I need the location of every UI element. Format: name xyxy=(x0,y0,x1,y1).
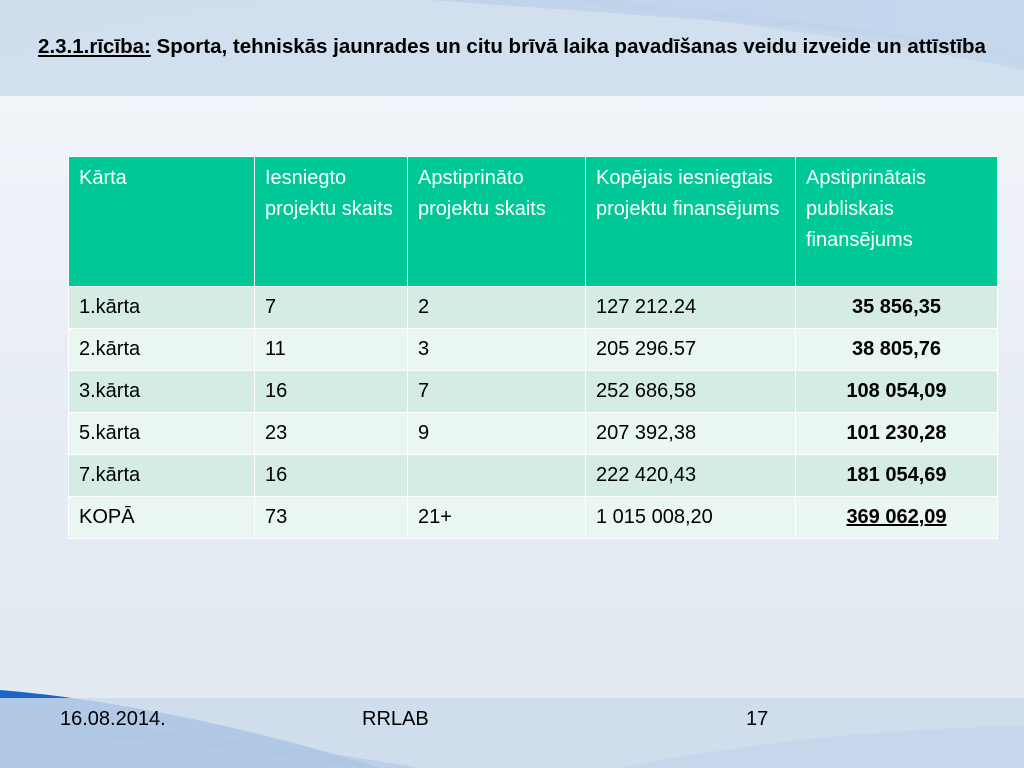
cell-total-requested: 1 015 008,20 xyxy=(585,496,796,539)
cell-approved-public: 35 856,35 xyxy=(795,286,998,329)
cell-approved-public: 101 230,28 xyxy=(795,412,998,455)
cell-total-requested: 127 212.24 xyxy=(585,286,796,329)
cell-approved: 9 xyxy=(407,412,586,455)
cell-karta: 7.kārta xyxy=(68,454,255,497)
funding-table: Kārta Iesniegto projektu skaits Apstipri… xyxy=(68,156,998,539)
table-row: 1.kārta 7 2 127 212.24 35 856,35 xyxy=(68,286,998,329)
cell-total-requested: 205 296.57 xyxy=(585,328,796,371)
cell-karta: 1.kārta xyxy=(68,286,255,329)
cell-karta: 2.kārta xyxy=(68,328,255,371)
cell-total-requested: 207 392,38 xyxy=(585,412,796,455)
table-row: 3.kārta 16 7 252 686,58 108 054,09 xyxy=(68,370,998,413)
title-text: Sporta, tehniskās jaunrades un citu brīv… xyxy=(150,35,986,58)
slide-title: 2.3.1.rīcība: Sporta, tehniskās jaunrade… xyxy=(20,33,1004,61)
footer-date: 16.08.2014. xyxy=(60,708,166,730)
cell-approved-public: 181 054,69 xyxy=(795,454,998,497)
cell-approved: 2 xyxy=(407,286,586,329)
table-row: 2.kārta 11 3 205 296.57 38 805,76 xyxy=(68,328,998,371)
cell-submitted: 16 xyxy=(254,370,408,413)
title-band xyxy=(0,0,1024,96)
cell-approved: 21+ xyxy=(407,496,586,539)
cell-karta: 3.kārta xyxy=(68,370,255,413)
funding-table-container: Kārta Iesniegto projektu skaits Apstipri… xyxy=(68,156,998,539)
header-approved-public: Apstiprinātais publiskais finansējums xyxy=(795,156,998,287)
cell-approved: 7 xyxy=(407,370,586,413)
cell-approved: 3 xyxy=(407,328,586,371)
header-submitted-count: Iesniegto projektu skaits xyxy=(254,156,408,287)
footer-band xyxy=(0,698,1024,768)
footer-page-number: 17 xyxy=(746,708,769,730)
table-row: 5.kārta 23 9 207 392,38 101 230,28 xyxy=(68,412,998,455)
total-value: 369 062,09 xyxy=(846,506,947,528)
cell-submitted: 11 xyxy=(254,328,408,371)
table-header-row: Kārta Iesniegto projektu skaits Apstipri… xyxy=(68,156,998,287)
cell-submitted: 23 xyxy=(254,412,408,455)
table-row: 7.kārta 16 222 420,43 181 054,69 xyxy=(68,454,998,497)
header-karta: Kārta xyxy=(68,156,255,287)
header-approved-count: Apstiprināto projektu skaits xyxy=(407,156,586,287)
header-total-requested: Kopējais iesniegtais projektu finansējum… xyxy=(585,156,796,287)
title-reference: 2.3.1.rīcība: xyxy=(38,35,151,58)
cell-karta: KOPĀ xyxy=(68,496,255,539)
cell-karta: 5.kārta xyxy=(68,412,255,455)
cell-total-requested: 252 686,58 xyxy=(585,370,796,413)
cell-approved xyxy=(407,454,586,497)
cell-submitted: 16 xyxy=(254,454,408,497)
table-row-total: KOPĀ 73 21+ 1 015 008,20 369 062,09 xyxy=(68,496,998,539)
cell-approved-public: 108 054,09 xyxy=(795,370,998,413)
cell-approved-public: 38 805,76 xyxy=(795,328,998,371)
cell-submitted: 7 xyxy=(254,286,408,329)
cell-approved-public-total: 369 062,09 xyxy=(795,496,998,539)
cell-submitted: 73 xyxy=(254,496,408,539)
footer-organization: RRLAB xyxy=(362,708,429,730)
cell-total-requested: 222 420,43 xyxy=(585,454,796,497)
